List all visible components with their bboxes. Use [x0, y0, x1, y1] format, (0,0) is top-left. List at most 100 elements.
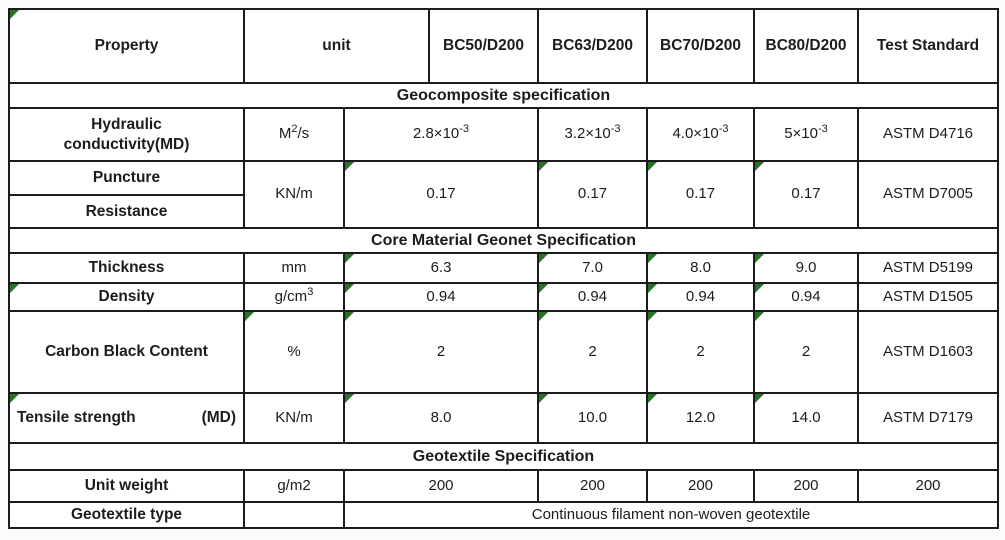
- row-thickness-unit: mm: [243, 252, 345, 284]
- carbon-unit: %: [287, 342, 301, 360]
- density-v4: 0.94: [791, 287, 821, 305]
- thickness-v3: 8.0: [690, 258, 711, 276]
- comment-flag-icon: [539, 394, 548, 403]
- section-title-core: Core Material Geonet Specification: [8, 227, 999, 254]
- row-density-value-1: 0.94: [343, 282, 539, 312]
- thickness-v2: 7.0: [582, 258, 603, 276]
- density-v1: 0.94: [426, 287, 456, 305]
- row-geotextile-type-property: Geotextile type: [8, 501, 245, 529]
- row-thickness-value-3: 8.0: [646, 252, 755, 284]
- row-puncture-unit: KN/m: [243, 160, 345, 229]
- row-carbon-value-1: 2: [343, 310, 539, 394]
- comment-flag-icon: [755, 284, 764, 293]
- thickness-v1: 6.3: [430, 258, 452, 276]
- row-resistance: Resistance: [8, 194, 998, 229]
- puncture-v4: 0.17: [791, 185, 821, 203]
- hydraulic-v1-base: 2.8×10: [412, 125, 460, 143]
- row-unit-weight-value-3: 200: [646, 469, 755, 503]
- row-hydraulic-value-4: 5×10-3: [753, 107, 859, 162]
- row-unit-weight-test-standard: 200: [857, 469, 999, 503]
- header-row: Property unit BC50/D200 BC63/D200 BC70/D…: [8, 8, 999, 84]
- row-puncture-value-2: 0.17: [537, 160, 648, 229]
- row-geotextile-type: Geotextile type Continuous filament non-…: [8, 501, 999, 529]
- row-thickness-value-4: 9.0: [753, 252, 859, 284]
- row-tensile-property: Tensile strength (MD): [8, 392, 245, 444]
- comment-flag-icon: [755, 254, 764, 263]
- row-carbon-value-2: 2: [537, 310, 648, 394]
- row-unit-weight: Unit weight g/m2 200 200 200 200 200: [8, 469, 999, 503]
- row-thickness-value-1: 6.3: [343, 252, 539, 284]
- row-hydraulic-unit: M2/s: [243, 107, 345, 162]
- row-density-value-2: 0.94: [537, 282, 648, 312]
- row-density-property: Density: [8, 282, 245, 312]
- hydraulic-label-line2: conductivity(MD): [63, 135, 190, 153]
- comment-flag-icon: [245, 312, 254, 321]
- row-unit-weight-unit: g/m2: [243, 469, 345, 503]
- tensile-v3: 12.0: [685, 408, 716, 426]
- row-unit-weight-value-2: 200: [537, 469, 648, 503]
- row-carbon-test-standard: ASTM D1603: [857, 310, 999, 394]
- comment-flag-icon: [345, 394, 354, 403]
- row-carbon-value-4: 2: [753, 310, 859, 394]
- hydraulic-v4-base: 5×10: [784, 125, 818, 143]
- row-unit-weight-value-4: 200: [753, 469, 859, 503]
- row-tensile-value-3: 12.0: [646, 392, 755, 444]
- model-1-label: BC50/D200: [443, 37, 524, 55]
- comment-flag-icon: [755, 162, 764, 171]
- hydraulic-v3-sup: -3: [718, 123, 729, 136]
- density-label: Density: [98, 288, 155, 306]
- header-unit-label: unit: [322, 37, 351, 55]
- row-carbon-value-3: 2: [646, 310, 755, 394]
- header-cell-test-standard: Test Standard: [857, 8, 999, 84]
- comment-flag-icon: [539, 254, 548, 263]
- row-geotextile-type-unit: [243, 501, 345, 529]
- comment-flag-icon: [539, 312, 548, 321]
- header-cell-model-4: BC80/D200: [753, 8, 859, 84]
- comment-flag-icon: [648, 254, 657, 263]
- carbon-v3: 2: [696, 342, 705, 360]
- carbon-v4: 2: [801, 342, 811, 360]
- section-title-geotextile: Geotextile Specification: [8, 442, 999, 471]
- row-density-value-3: 0.94: [646, 282, 755, 312]
- comment-flag-icon: [539, 162, 548, 171]
- thickness-v4: 9.0: [795, 258, 817, 276]
- header-property-label: Property: [94, 37, 159, 55]
- test-standard-label: Test Standard: [876, 37, 980, 55]
- row-unit-weight-value-1: 200: [343, 469, 539, 503]
- row-puncture-property: Puncture: [8, 160, 245, 196]
- hydraulic-unit-base: M: [278, 125, 292, 143]
- row-thickness-test-standard: ASTM D5199: [857, 252, 999, 284]
- hydraulic-label-line1: Hydraulic: [91, 116, 162, 134]
- spec-table: Property unit BC50/D200 BC63/D200 BC70/D…: [8, 8, 999, 529]
- row-tensile-value-1: 8.0: [343, 392, 539, 444]
- row-geotextile-type-value: Continuous filament non-woven geotextile: [343, 501, 999, 529]
- comment-flag-icon: [345, 162, 354, 171]
- row-hydraulic-property: Hydraulic conductivity(MD): [8, 107, 245, 162]
- row-hydraulic-conductivity: Hydraulic conductivity(MD) M2/s 2.8×10-3…: [8, 107, 999, 162]
- comment-flag-icon: [755, 394, 764, 403]
- comment-flag-icon: [648, 284, 657, 293]
- puncture-v3: 0.17: [685, 185, 716, 203]
- density-unit-sup: 3: [307, 285, 314, 298]
- row-tensile-strength: Tensile strength (MD) KN/m 8.0 10.0 12.0…: [8, 392, 999, 444]
- row-puncture: Puncture KN/m 0.17 0.17 0.17 0.17 ASTM D…: [8, 160, 999, 229]
- comment-flag-icon: [539, 284, 548, 293]
- comment-flag-icon: [648, 394, 657, 403]
- header-cell-property: Property: [8, 8, 245, 84]
- hydraulic-v4-sup: -3: [818, 123, 828, 136]
- row-carbon-unit: %: [243, 310, 345, 394]
- puncture-v1: 0.17: [426, 185, 456, 203]
- section-row-geocomposite: Geocomposite specification: [8, 82, 999, 109]
- density-v2: 0.94: [577, 287, 608, 305]
- hydraulic-unit-sup: 2: [291, 123, 298, 136]
- hydraulic-v1-sup: -3: [459, 123, 470, 136]
- hydraulic-v2-sup: -3: [610, 123, 621, 136]
- tensile-label-suffix: (MD): [201, 409, 236, 427]
- density-unit-base: g/cm: [274, 287, 308, 305]
- row-unit-weight-property: Unit weight: [8, 469, 245, 503]
- comment-flag-icon: [755, 312, 764, 321]
- hydraulic-v2-base: 3.2×10: [564, 125, 611, 143]
- tensile-label: Tensile strength: [17, 409, 136, 427]
- row-density-unit: g/cm3: [243, 282, 345, 312]
- density-v3: 0.94: [685, 287, 716, 305]
